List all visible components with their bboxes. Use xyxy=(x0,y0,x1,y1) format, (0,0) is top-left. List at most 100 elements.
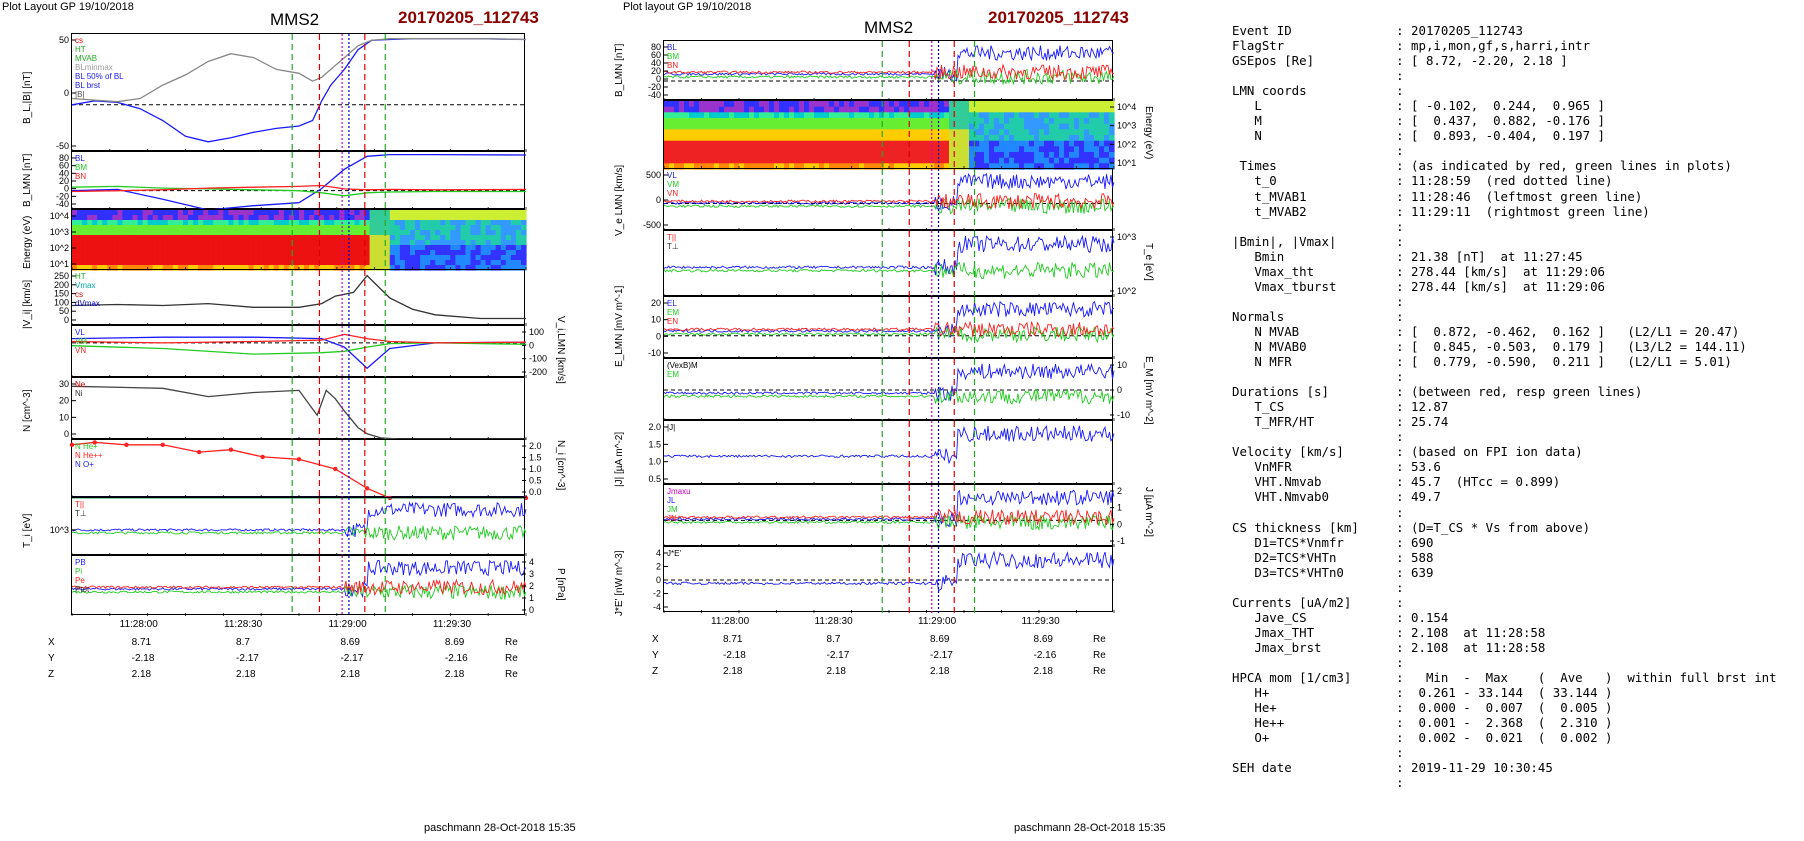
legend-entry: cs xyxy=(75,36,83,45)
info-key xyxy=(1232,294,1396,309)
legend-entry: BLminmax xyxy=(75,63,113,72)
info-value: : (based on FPI ion data) xyxy=(1396,444,1583,460)
y-tick-label: 10^4 xyxy=(50,211,69,221)
ephemeris-unit: Re xyxy=(1093,666,1106,677)
info-value: : 53.6 xyxy=(1396,459,1441,475)
legend-entry: PB xyxy=(75,558,86,567)
y-tick-label: 80 xyxy=(59,153,69,163)
info-value: : 45.7 (HTcc = 0.899) xyxy=(1396,474,1561,490)
ephemeris-value: 8.69 xyxy=(1033,634,1053,645)
chart-panel-left-3: 10^4 10^3 10^2 10^1 Energy (eV) xyxy=(22,209,527,271)
y-tick-label: 60 xyxy=(651,50,661,60)
info-key: O+ xyxy=(1232,730,1397,746)
info-value: : [ 0.779, -0.590, 0.211 ] (L2/L1 = 5.01… xyxy=(1396,354,1732,370)
y-tick-label: 1.5 xyxy=(648,439,661,449)
panel-legend: N He+ N He++ N O+ xyxy=(75,442,103,469)
legend-entry: |B| xyxy=(75,90,85,99)
info-key: Vmax_tburst xyxy=(1232,278,1397,294)
chart-panel-right-7: 2.0 1.5 1.0 0.5 |J| |J| [µA m^-2] xyxy=(614,420,1115,487)
info-key: L xyxy=(1232,98,1397,114)
info-key: N xyxy=(1232,128,1397,144)
info-row: Times : (as indicated by red, green line… xyxy=(1232,158,1777,173)
info-key: D1=TCS*Vnmfr xyxy=(1232,534,1397,550)
series-line xyxy=(663,68,1115,86)
chart-svg-right-8: 2 1 0 -1 xyxy=(663,485,1125,547)
data-point xyxy=(228,447,234,452)
info-value: : 2019-11-29 10:30:45 xyxy=(1396,760,1553,776)
info-key: VHT.Nmvab0 xyxy=(1232,489,1397,505)
info-row: Vmax_tht : 278.44 [km/s] at 11:29:06 xyxy=(1232,264,1777,279)
chart-svg-left-1: 50 0 -50 xyxy=(56,34,527,152)
series-line xyxy=(72,578,527,596)
data-point xyxy=(92,440,97,445)
info-key xyxy=(1232,745,1396,760)
ephemeris-value: 2.18 xyxy=(444,669,465,680)
legend-entry: Pe xyxy=(75,576,85,585)
series-line xyxy=(663,261,1115,280)
series-line xyxy=(663,45,1115,82)
info-value: : Min - Max ( Ave ) within full brst int xyxy=(1396,670,1777,686)
ephemeris-label: X xyxy=(48,637,55,648)
info-key xyxy=(1232,219,1396,234)
legend-entry: dVmax xyxy=(75,299,100,308)
y-tick-label: -4 xyxy=(653,602,661,612)
info-key: LMN coords xyxy=(1232,83,1397,99)
chart-panel-left-6: 30 20 10 0 Ne Ni N [cm^-3] xyxy=(22,377,527,440)
y-tick-label: 200 xyxy=(54,280,69,290)
panel-legend: cs HT MVAB BLminmax BL 50% of BL BL brst |B| xyxy=(75,36,124,99)
ephemeris-unit: Re xyxy=(505,669,518,680)
y-tick-label: 1.5 xyxy=(529,453,542,463)
info-row: T_CS : 12.87 xyxy=(1232,399,1777,414)
info-row: LMN coords : xyxy=(1232,83,1777,98)
info-value: : 11:29:11 (rightmost green line) xyxy=(1396,203,1650,219)
y-tick-label: 10^3 xyxy=(1117,121,1136,131)
info-value: : 2.108 at 11:28:58 xyxy=(1396,624,1546,640)
info-row: D1=TCS*Vnmfr : 690 xyxy=(1232,535,1777,550)
panel-legend: PB Pi Pe Ptot xyxy=(75,558,89,594)
y-tick-label: -200 xyxy=(529,367,547,377)
panel-legend: Ne Ni xyxy=(75,380,85,398)
legend-entry: EM xyxy=(667,308,679,317)
ephemeris-value: 2.18 xyxy=(723,666,743,677)
left-title: MMS2 xyxy=(270,10,320,29)
x-tick-label: 11:29:00 xyxy=(328,619,367,630)
series-line xyxy=(71,185,526,197)
chart-svg-left-5: 100 0 -100 -200 xyxy=(71,326,547,378)
y-tick-label: 0.5 xyxy=(529,476,542,486)
y-axis-label: J*E' [nW m^-3] xyxy=(614,550,625,617)
info-row: : xyxy=(1232,429,1777,444)
y-tick-label: 10^2 xyxy=(50,243,69,253)
info-row: GSEpos [Re] : [ 8.72, -2.20, 2.18 ] xyxy=(1232,53,1777,68)
left-event-id: 20170205_112743 xyxy=(398,8,539,27)
legend-entry: J*E' xyxy=(667,549,681,558)
series-line xyxy=(663,320,1115,338)
info-row: t_MVAB2 : 11:29:11 (rightmost green line… xyxy=(1232,204,1777,219)
info-value: : xyxy=(1396,745,1404,761)
info-row: t_MVAB1 : 11:28:46 (leftmost green line) xyxy=(1232,189,1777,204)
y-tick-label: 0.5 xyxy=(648,474,661,484)
chart-panel-right-4: 10^3 10^2 T|| T⊥ T_e [eV] xyxy=(663,230,1154,297)
y-tick-label: 50 xyxy=(59,35,69,45)
info-value: : 690 xyxy=(1396,534,1434,550)
series-line xyxy=(72,525,527,542)
ephemeris-value: -2.17 xyxy=(236,653,259,664)
info-row: N : [ 0.893, -0.404, 0.197 ] xyxy=(1232,128,1777,143)
y-tick-label: 20 xyxy=(59,396,69,406)
chart-svg-left-8: 10^3 xyxy=(50,498,527,556)
panel-legend: T|| T⊥ xyxy=(667,233,679,251)
series-line xyxy=(663,197,1115,215)
info-row: He+ : 0.000 - 0.007 ( 0.005 ) xyxy=(1232,700,1777,715)
info-row: N MFR : [ 0.779, -0.590, 0.211 ] (L2/L1 … xyxy=(1232,354,1777,369)
y-tick-label: 100 xyxy=(54,297,69,307)
legend-entry: N He+ xyxy=(75,442,98,451)
y-tick-label: 1.0 xyxy=(529,464,542,474)
ephemeris-value: 8.71 xyxy=(723,634,743,645)
y-axis-label: B_LMN [nT] xyxy=(614,43,625,97)
info-row: Jave_CS : 0.154 xyxy=(1232,610,1777,625)
chart-panel-left-5: 100 0 -100 -200 VL VM VN V_i,LMN [km/s] xyxy=(71,316,566,383)
legend-entry: Jmaxu xyxy=(667,487,691,496)
info-value: : xyxy=(1396,504,1404,520)
data-point xyxy=(124,442,129,448)
info-value: : xyxy=(1396,143,1404,159)
ephemeris-value: 2.18 xyxy=(930,666,950,677)
